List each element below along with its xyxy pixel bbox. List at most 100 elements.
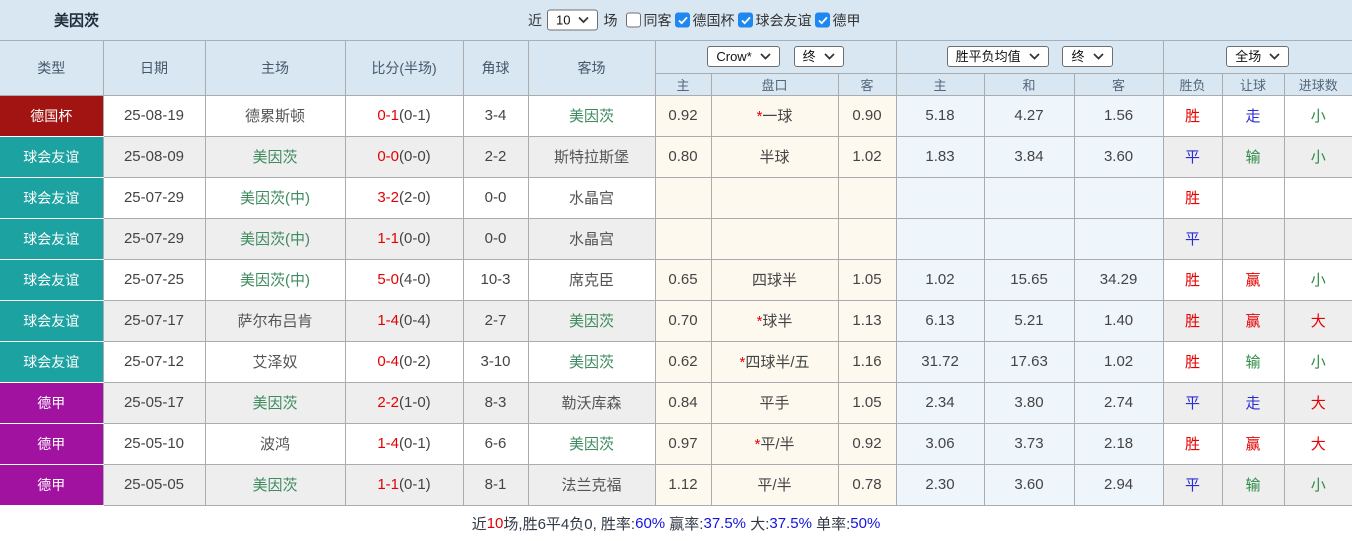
handicap-time-value: 终 bbox=[802, 49, 816, 65]
odds-company-select[interactable]: Crow* bbox=[707, 46, 780, 68]
filter-label: 德甲 bbox=[832, 12, 861, 28]
chevron-down-icon bbox=[578, 16, 590, 24]
handicap-star: * bbox=[756, 313, 763, 330]
handicap-away-odds: 1.02 bbox=[837, 135, 897, 178]
match-row: 球会友谊 25-07-12 艾泽奴 0-4(0-2) 3-10 美因茨 0.62… bbox=[0, 340, 1352, 383]
corners-score: 8-3 bbox=[462, 381, 529, 424]
halftime-score: (0-1) bbox=[399, 107, 431, 124]
summary-text-segment: 60% bbox=[635, 515, 666, 532]
competition-badge: 德甲 bbox=[0, 422, 104, 465]
chevron-down-icon bbox=[1028, 53, 1040, 60]
result-flag: 平 bbox=[1162, 217, 1223, 260]
avg-type-select[interactable]: 胜平负均值 bbox=[946, 46, 1049, 68]
match-row: 德甲 25-05-17 美因茨 2-2(1-0) 8-3 勒沃库森 0.84 平… bbox=[0, 381, 1352, 424]
corners-score: 3-4 bbox=[462, 94, 529, 137]
handicap-home-odds bbox=[654, 176, 712, 219]
halftime-score: (0-0) bbox=[399, 230, 431, 247]
avg-draw-odds bbox=[983, 176, 1075, 219]
match-row: 球会友谊 25-08-09 美因茨 0-0(0-0) 2-2 斯特拉斯堡 0.8… bbox=[0, 135, 1352, 178]
goals-result-flag: 小 bbox=[1283, 258, 1352, 301]
avg-away-odds: 2.94 bbox=[1073, 463, 1164, 506]
filter-group: 同客 bbox=[626, 10, 671, 30]
score-cell: 0-4(0-2) bbox=[344, 340, 464, 383]
halftime-score: (2-0) bbox=[399, 189, 431, 206]
handicap-home-odds: 0.92 bbox=[654, 94, 712, 137]
checked-checkbox-icon[interactable] bbox=[815, 12, 831, 28]
handicap-result-flag: 输 bbox=[1221, 463, 1285, 506]
recent-count-select[interactable]: 10 bbox=[547, 9, 599, 31]
goals-result-flag bbox=[1283, 176, 1352, 219]
competition-badge: 球会友谊 bbox=[0, 258, 104, 301]
avg-draw-odds: 15.65 bbox=[983, 258, 1075, 301]
competition-badge: 德甲 bbox=[0, 381, 104, 424]
home-team: 美因茨 bbox=[204, 381, 346, 424]
odds-company-value: Crow* bbox=[716, 49, 752, 65]
col-header-date: 日期 bbox=[102, 41, 206, 96]
col-header-away: 客场 bbox=[527, 41, 656, 96]
goals-result-flag: 大 bbox=[1283, 422, 1352, 465]
match-date: 25-08-19 bbox=[102, 94, 206, 137]
handicap-home-odds: 0.62 bbox=[654, 340, 712, 383]
result-flag: 胜 bbox=[1162, 422, 1223, 465]
handicap-star: * bbox=[754, 436, 761, 453]
away-team: 美因茨 bbox=[527, 340, 656, 383]
col-header-score: 比分(半场) bbox=[344, 41, 464, 96]
match-date: 25-07-12 bbox=[102, 340, 206, 383]
halftime-score: (1-0) bbox=[399, 394, 431, 411]
avg-draw-odds: 17.63 bbox=[983, 340, 1075, 383]
home-team: 美因茨 bbox=[204, 463, 346, 506]
avg-draw-odds: 4.27 bbox=[983, 94, 1075, 137]
corners-score: 6-6 bbox=[462, 422, 529, 465]
avg-home-odds: 3.06 bbox=[895, 422, 985, 465]
subcol-avg-home: 主 bbox=[895, 72, 985, 96]
handicap-result-flag: 赢 bbox=[1221, 258, 1285, 301]
unchecked-checkbox-icon[interactable] bbox=[626, 12, 642, 28]
avg-home-odds bbox=[895, 217, 985, 260]
chevron-down-icon bbox=[1269, 53, 1280, 60]
result-flag: 胜 bbox=[1162, 340, 1223, 383]
avg-away-odds: 1.56 bbox=[1073, 94, 1164, 137]
summary-text-segment: 场,胜6平4负0, 胜率: bbox=[503, 516, 636, 533]
handicap-home-odds: 0.65 bbox=[654, 258, 712, 301]
handicap-line-text: 平手 bbox=[759, 395, 790, 412]
handicap-result-flag: 走 bbox=[1221, 94, 1285, 137]
avg-home-odds: 6.13 bbox=[895, 299, 985, 342]
result-flag: 平 bbox=[1162, 381, 1223, 424]
subcol-handicap-away: 客 bbox=[837, 72, 897, 96]
avg-draw-odds: 3.73 bbox=[983, 422, 1075, 465]
fulltime-score: 1-4 bbox=[377, 312, 399, 329]
filter-group: 德国杯 bbox=[675, 10, 734, 30]
competition-badge: 球会友谊 bbox=[0, 299, 104, 342]
subcol-avg-away: 客 bbox=[1073, 72, 1164, 96]
checked-checkbox-icon[interactable] bbox=[675, 12, 691, 28]
handicap-line-text: 四球半 bbox=[751, 272, 797, 289]
away-team: 美因茨 bbox=[527, 422, 656, 465]
avg-draw-odds: 3.60 bbox=[983, 463, 1075, 506]
result-flag: 胜 bbox=[1162, 94, 1223, 137]
scope-select[interactable]: 全场 bbox=[1226, 46, 1290, 68]
avg-home-odds: 5.18 bbox=[895, 94, 985, 137]
filter-controls: 近 10 场 同客 德国杯 球会友谊 德甲 bbox=[528, 9, 865, 31]
goals-result-flag: 小 bbox=[1283, 94, 1352, 137]
filter-label: 德国杯 bbox=[692, 12, 735, 28]
handicap-star: * bbox=[739, 354, 746, 371]
chevron-down-icon bbox=[1092, 53, 1104, 60]
handicap-home-odds: 0.84 bbox=[654, 381, 712, 424]
handicap-time-select[interactable]: 终 bbox=[793, 46, 844, 68]
score-cell: 1-1(0-1) bbox=[344, 463, 464, 506]
corners-score: 2-7 bbox=[462, 299, 529, 342]
avg-home-odds: 1.83 bbox=[895, 135, 985, 178]
handicap-line-text: 球半 bbox=[762, 313, 793, 330]
match-date: 25-07-29 bbox=[102, 176, 206, 219]
summary-bar: 近 10 场,胜6平4负0, 胜率: 60% 赢率: 37.5% 大: 37.5% 单率:… bbox=[0, 505, 1352, 541]
fulltime-score: 0-1 bbox=[377, 107, 399, 124]
recent-count-value: 10 bbox=[556, 12, 571, 28]
halftime-score: (0-4) bbox=[399, 312, 431, 329]
avg-draw-odds bbox=[983, 217, 1075, 260]
home-team: 美因茨(中) bbox=[204, 258, 346, 301]
fulltime-score: 0-4 bbox=[377, 353, 399, 370]
avg-time-select[interactable]: 终 bbox=[1062, 46, 1113, 68]
handicap-home-odds: 0.97 bbox=[654, 422, 712, 465]
checked-checkbox-icon[interactable] bbox=[738, 12, 754, 28]
fulltime-score: 5-0 bbox=[377, 271, 399, 288]
